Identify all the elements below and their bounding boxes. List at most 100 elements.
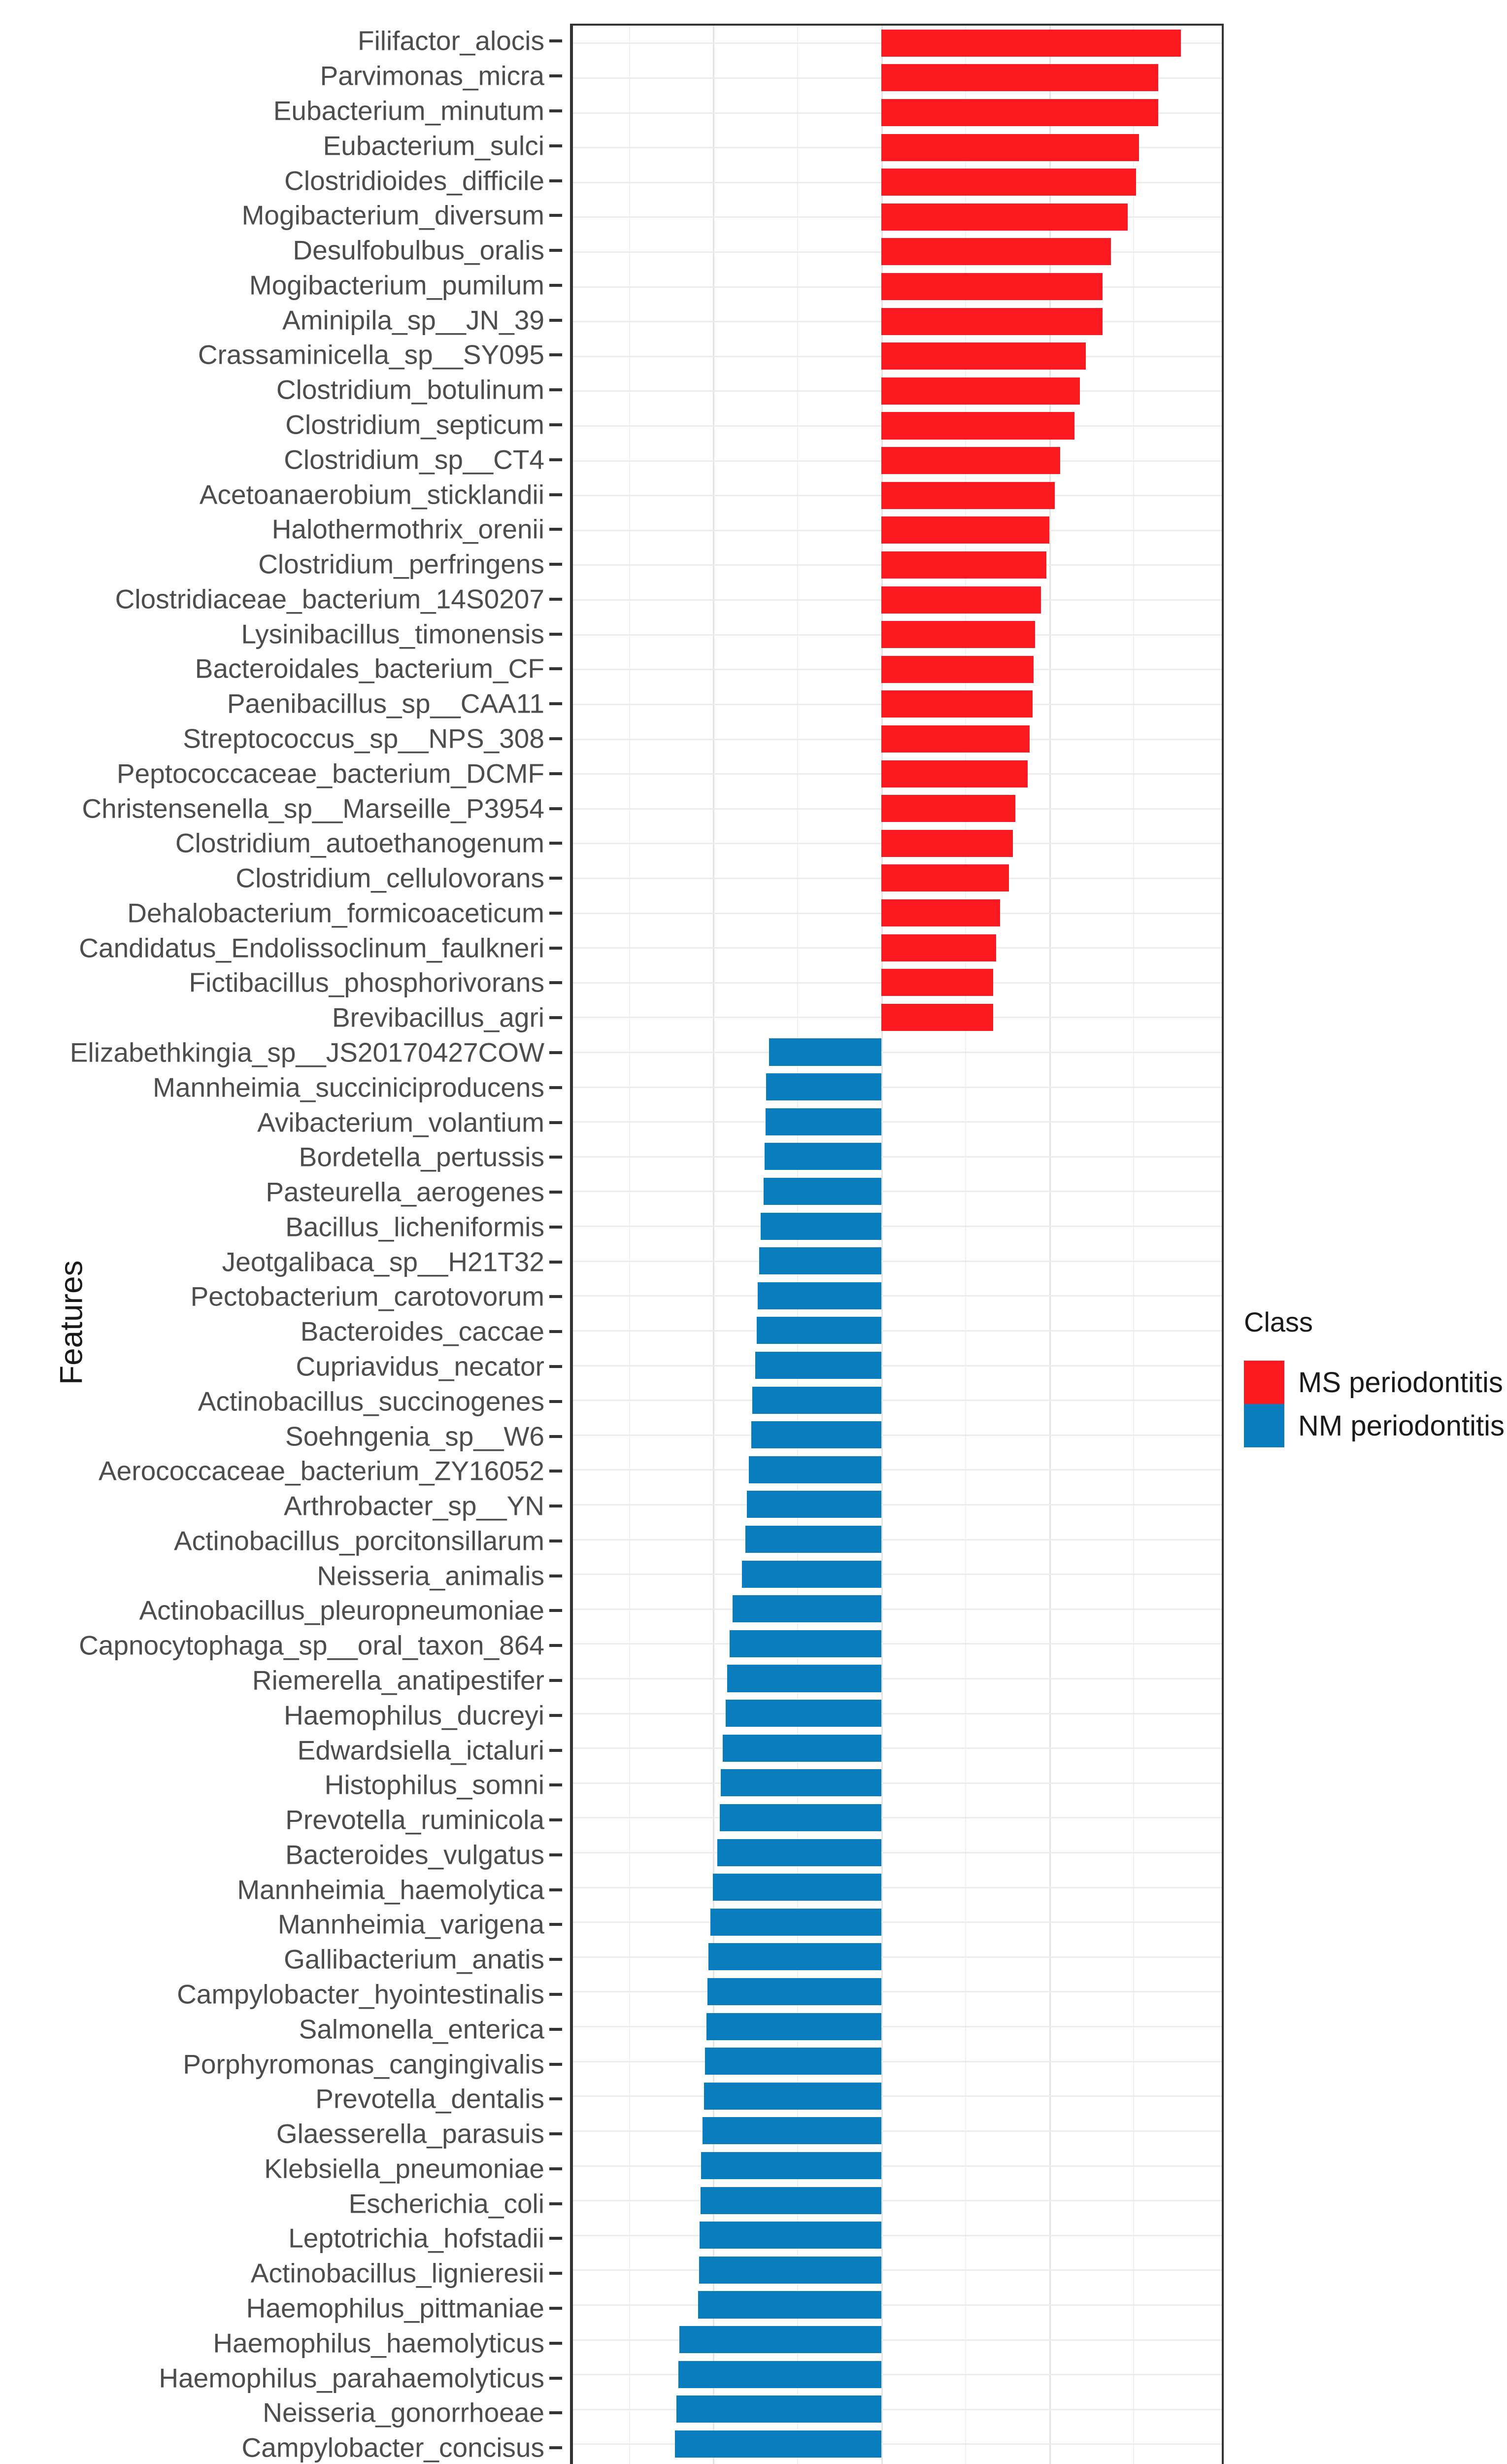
y-tick-label: Crassaminicella_sp__SY095 [198,339,544,370]
bar-Edwardsiella_ictaluri [722,1734,881,1762]
row-gridline [573,1121,1222,1123]
y-tick-label: Glaesserella_parasuis [276,2118,544,2149]
y-tick-mark [549,1748,562,1752]
bar-Bordetella_pertussis [764,1143,881,1170]
y-tick-label: Lysinibacillus_timonensis [241,618,544,650]
row-gridline [573,2060,1222,2062]
row-gridline [573,1365,1222,1367]
y-tick-label: Mogibacterium_diversum [241,200,544,231]
y-tick-label: Leptotrichia_hofstadii [288,2223,544,2254]
bar-Klebsiella_pneumoniae [701,2152,881,2180]
y-tick-mark [549,1470,562,1473]
row-gridline [573,1747,1222,1749]
y-tick-mark [549,353,562,357]
y-tick-label: Prevotella_ruminicola [285,1804,544,1835]
bar-Gallibacterium_anatis [708,1943,881,1971]
bar-Crassaminicella_sp__SY095 [881,342,1086,370]
y-tick-label: Haemophilus_haemolyticus [213,2327,544,2359]
major-gridline [713,26,715,2464]
bar-Clostridium_botulinum [881,377,1080,405]
bar-Neisseria_animalis [742,1560,881,1588]
bar-Brevibacillus_agri [881,1003,993,1031]
row-gridline [573,2165,1222,2167]
y-tick-label: Pectobacterium_carotovorum [190,1281,544,1312]
y-tick-mark [549,1923,562,1926]
y-tick-label: Avibacterium_volantium [257,1107,544,1138]
y-tick-mark [549,842,562,845]
y-tick-label: Dehalobacterium_formicoaceticum [127,897,544,928]
row-gridline [573,1400,1222,1402]
y-tick-label: Mannheimia_succiniciproducens [153,1072,544,1103]
y-tick-label: Bacteroides_vulgatus [285,1839,544,1870]
legend-item-nm: NM periodontitis [1244,1404,1505,1447]
y-tick-label: Acetoanaerobium_sticklandii [199,479,544,510]
y-tick-mark [549,1400,562,1403]
y-tick-mark [549,1156,562,1159]
legend-item-label: MS periodontitis [1298,1366,1503,1399]
y-tick-label: Bordetella_pertussis [299,1141,544,1172]
y-tick-mark [549,1993,562,1996]
y-tick-mark [549,2446,562,2450]
row-gridline [573,1817,1222,1819]
bar-Neisseria_gonorrhoeae [676,2396,881,2423]
y-tick-mark [549,1888,562,1891]
row-gridline [573,2130,1222,2132]
y-tick-mark [549,493,562,496]
major-gridline [881,26,883,2464]
y-tick-mark [549,1679,562,1682]
y-tick-mark [549,946,562,950]
y-tick-mark [549,2027,562,2031]
y-tick-mark [549,702,562,706]
y-tick-label: Cupriavidus_necator [296,1351,544,1382]
y-tick-mark [549,1121,562,1124]
y-tick-mark [549,318,562,322]
y-tick-label: Actinobacillus_lignieresii [250,2258,544,2289]
plot-panel [570,24,1224,2464]
y-tick-label: Neisseria_animalis [317,1560,544,1591]
y-tick-label: Soehngenia_sp__W6 [285,1421,544,1452]
legend-item-ms: MS periodontitis [1244,1361,1505,1404]
y-tick-mark [549,2341,562,2345]
y-tick-label: Elizabethkingia_sp__JS20170427COW [69,1037,544,1068]
bar-Campylobacter_hyointestinalis [707,1978,881,2005]
y-tick-mark [549,1609,562,1612]
bar-Clostridiaceae_bacterium_14S0207 [881,586,1041,614]
bar-Actinobacillus_lignieresii [699,2256,881,2284]
legend-title: Class [1244,1306,1313,1337]
row-gridline [573,1677,1222,1679]
y-tick-mark [549,458,562,461]
bar-Clostridium_sp__CT4 [881,447,1061,475]
bar-Glaesserella_parasuis [702,2117,881,2145]
y-tick-mark [549,772,562,775]
bar-Porphyromonas_cangingivalis [705,2048,881,2075]
row-gridline [573,1574,1222,1575]
y-tick-mark [549,737,562,740]
row-gridline [573,1156,1222,1158]
y-tick-label: Desulfobulbus_oralis [293,235,544,266]
y-tick-label: Capnocytophaga_sp__oral_taxon_864 [79,1630,544,1661]
y-tick-mark [549,144,562,147]
y-tick-label: Jeotgalibaca_sp__H21T32 [222,1246,544,1277]
y-tick-mark [549,2202,562,2205]
bar-Parvimonas_micra [881,64,1159,92]
bar-Actinobacillus_pleuropneumoniae [733,1595,881,1623]
y-tick-mark [549,74,562,78]
y-tick-mark [549,807,562,810]
row-gridline [573,1260,1222,1262]
y-tick-mark [549,1713,562,1717]
row-gridline [573,2339,1222,2341]
row-gridline [573,2234,1222,2236]
y-tick-label: Gallibacterium_anatis [284,1944,544,1975]
y-tick-label: Paenibacillus_sp__CAA11 [227,688,544,719]
y-tick-label: Histophilus_somni [324,1769,544,1800]
y-tick-label: Escherichia_coli [348,2188,544,2219]
bar-Acetoanaerobium_sticklandii [881,481,1055,509]
bar-Cupriavidus_necator [755,1351,881,1379]
y-tick-label: Bacillus_licheniformis [285,1211,544,1242]
y-tick-mark [549,2272,562,2275]
y-tick-mark [549,214,562,217]
bar-Pasteurella_aerogenes [763,1177,881,1205]
bar-Salmonella_enterica [706,2013,881,2040]
y-tick-label: Edwardsiella_ictaluri [297,1735,544,1766]
y-tick-label: Actinobacillus_pleuropneumoniae [139,1595,544,1626]
